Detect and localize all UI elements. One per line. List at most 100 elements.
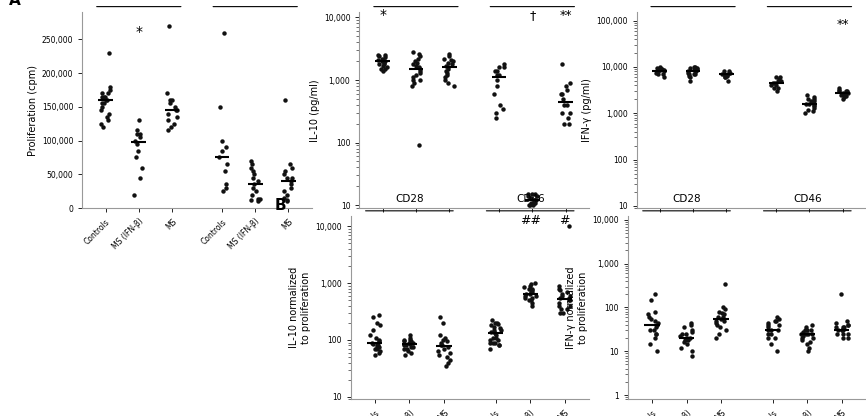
- Point: [170, 107, 184, 114]
- Point: [278, 168, 292, 174]
- Y-axis label: IL-10 (pg/ml): IL-10 (pg/ml): [309, 79, 320, 141]
- Point: [644, 297, 658, 303]
- Point: [524, 297, 538, 304]
- Point: [488, 339, 501, 346]
- Text: **: **: [837, 18, 849, 31]
- Point: [95, 90, 109, 97]
- Point: [372, 311, 385, 318]
- Point: [650, 64, 664, 71]
- Point: [524, 199, 538, 206]
- Point: [798, 110, 811, 116]
- Point: [397, 352, 411, 358]
- Point: [491, 321, 505, 327]
- Point: [837, 327, 850, 334]
- Point: [674, 333, 688, 339]
- Point: [801, 96, 815, 103]
- Point: [404, 344, 418, 350]
- Point: [802, 344, 816, 351]
- Point: [413, 77, 427, 83]
- Point: [371, 344, 385, 350]
- Point: [690, 66, 704, 72]
- Point: [483, 345, 497, 352]
- Point: [363, 332, 377, 339]
- Point: [406, 339, 420, 346]
- Point: [441, 79, 455, 86]
- Point: [760, 335, 774, 342]
- Point: [492, 342, 506, 349]
- Point: [679, 331, 693, 337]
- Point: [374, 66, 388, 72]
- Point: [796, 333, 810, 339]
- Point: [212, 154, 226, 161]
- Point: [517, 284, 531, 290]
- Point: [721, 71, 735, 77]
- Point: [132, 174, 146, 181]
- Point: [161, 127, 175, 134]
- Point: [841, 331, 855, 337]
- Point: [397, 345, 411, 352]
- Point: [489, 67, 503, 74]
- Point: [802, 101, 816, 107]
- Point: [410, 59, 424, 66]
- Point: [433, 314, 447, 321]
- Point: [559, 83, 572, 89]
- Point: [488, 91, 501, 97]
- Point: [482, 337, 496, 343]
- Point: [796, 328, 810, 335]
- Point: [133, 131, 147, 137]
- Point: [216, 188, 229, 194]
- Point: [773, 74, 787, 81]
- Point: [562, 223, 576, 230]
- Point: [165, 97, 179, 104]
- Point: [769, 317, 783, 324]
- Point: [557, 102, 571, 108]
- Point: [432, 352, 446, 358]
- Point: [655, 66, 669, 72]
- Point: [243, 164, 257, 171]
- Point: [213, 104, 227, 110]
- Point: [772, 315, 785, 322]
- Point: [95, 100, 109, 107]
- Point: [404, 338, 418, 344]
- Text: †: †: [529, 9, 535, 22]
- Point: [283, 161, 297, 168]
- Point: [840, 88, 854, 94]
- Point: [519, 290, 533, 297]
- Point: [165, 124, 178, 131]
- Point: [523, 195, 537, 201]
- Point: [807, 98, 821, 105]
- Point: [675, 331, 688, 337]
- Point: [103, 87, 117, 93]
- Point: [440, 338, 454, 344]
- Point: [761, 327, 775, 334]
- Point: [279, 97, 293, 104]
- Text: A: A: [9, 0, 21, 8]
- Point: [372, 53, 386, 59]
- Point: [445, 61, 459, 67]
- Point: [553, 295, 566, 301]
- Point: [556, 292, 570, 299]
- Point: [555, 61, 569, 67]
- Point: [366, 314, 380, 321]
- Point: [522, 285, 536, 292]
- Point: [443, 349, 456, 356]
- Point: [556, 310, 570, 316]
- Point: [244, 197, 258, 203]
- Point: [770, 88, 784, 94]
- Point: [376, 57, 390, 63]
- Point: [772, 76, 786, 82]
- Point: [372, 338, 385, 344]
- Point: [437, 334, 451, 341]
- Point: [490, 319, 504, 326]
- Point: [717, 311, 731, 317]
- Point: [100, 114, 113, 120]
- Point: [526, 202, 540, 208]
- Point: [101, 90, 115, 97]
- Point: [650, 348, 664, 354]
- Point: [641, 311, 655, 317]
- Point: [682, 69, 695, 76]
- Point: [690, 64, 704, 71]
- Point: [245, 161, 259, 168]
- Point: [656, 74, 670, 81]
- Point: [371, 345, 385, 352]
